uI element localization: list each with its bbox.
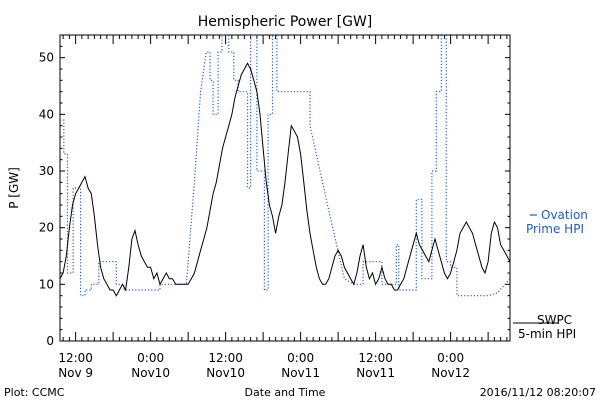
chart-title: Hemispheric Power [GW] — [198, 14, 373, 30]
y-tick-label: 10 — [39, 277, 54, 291]
legend-swpc-line1: SWPC — [537, 313, 572, 327]
x-tick-label-time: 0:00 — [437, 351, 464, 365]
x-tick-label-date: Nov11 — [281, 366, 320, 380]
plot-frame — [59, 34, 511, 342]
x-tick-label-date: Nov 9 — [58, 366, 93, 380]
y-tick-label: 30 — [39, 164, 54, 178]
y-tick-label: 0 — [46, 334, 54, 348]
legend-swpc-line2: 5-min HPI — [518, 327, 576, 341]
y-tick-label: 20 — [39, 221, 54, 235]
x-tick-label-date: Nov12 — [431, 366, 470, 380]
y-tick-label: 50 — [39, 51, 54, 65]
x-tick-label-time: 12:00 — [208, 351, 243, 365]
x-tick-label-time: 0:00 — [287, 351, 314, 365]
legend-swpc: SWPC 5-min HPI — [513, 313, 576, 341]
legend-ovation-line1: Ovation — [541, 208, 588, 222]
legend-ovation-line2: Prime HPI — [526, 222, 584, 236]
x-tick-label-date: Nov10 — [206, 366, 245, 380]
y-axis-label: P [GW] — [7, 167, 21, 209]
series-swpc-line — [59, 62, 511, 297]
x-axis-label: Date and Time — [245, 386, 326, 399]
x-tick-label-date: Nov10 — [131, 366, 170, 380]
y-tick-label: 40 — [39, 107, 54, 121]
x-tick-label-date: Nov11 — [356, 366, 395, 380]
x-tick-label-time: 12:00 — [358, 351, 393, 365]
plot-timestamp: 2016/11/12 08:20:07 — [480, 386, 596, 399]
x-tick-label-time: 12:00 — [58, 351, 93, 365]
legend-ovation: Ovation Prime HPI — [526, 208, 588, 236]
plot-credit: Plot: CCMC — [4, 386, 65, 399]
y-axis-ticks: 0 10 20 30 40 50 — [39, 45, 510, 348]
x-tick-label-time: 0:00 — [137, 351, 164, 365]
